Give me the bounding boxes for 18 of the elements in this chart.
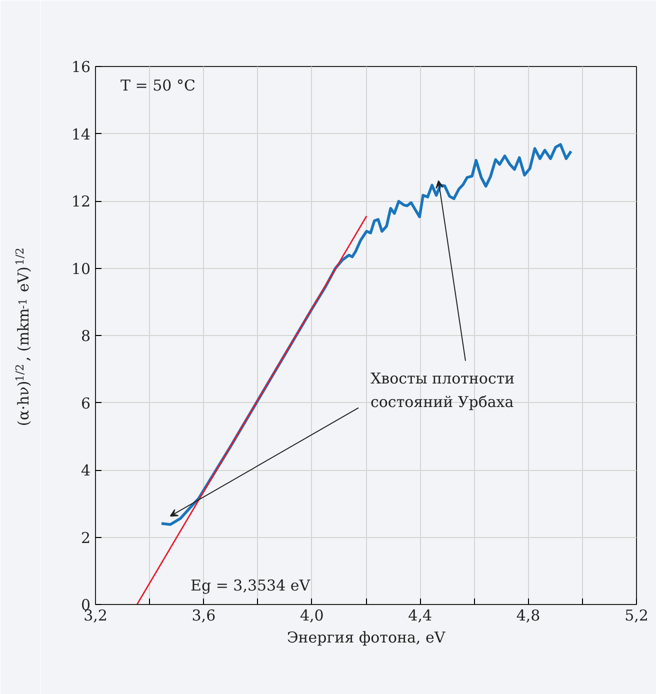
y-tick-label: 10 [71, 260, 91, 278]
y-tick-label: 2 [80, 528, 91, 547]
annotation: T = 50 °C [120, 76, 196, 94]
x-tick-label: 5,2 [624, 606, 648, 624]
y-tick-label: 8 [80, 327, 91, 345]
y-tick-label: 12 [71, 192, 91, 210]
x-axis-title: Энергия фотона, eV [286, 628, 446, 646]
y-tick-label: 14 [71, 125, 91, 144]
annotation: Eg = 3,3534 eV [190, 576, 312, 594]
y-tick-label: 4 [80, 462, 91, 480]
x-tick-label: 4,8 [516, 606, 540, 624]
x-tick-label: 4,0 [300, 606, 324, 624]
y-axis-title: (α·hν)1/2, (mkm-1 eV)1/2 [14, 248, 32, 426]
annotation: Хвосты плотности состояний Урбаха [370, 369, 515, 411]
x-tick-label: 4,4 [408, 606, 432, 624]
y-tick-label: 16 [71, 58, 91, 76]
y-tick-label: 6 [80, 394, 91, 412]
x-tick-label: 3,6 [192, 606, 216, 624]
